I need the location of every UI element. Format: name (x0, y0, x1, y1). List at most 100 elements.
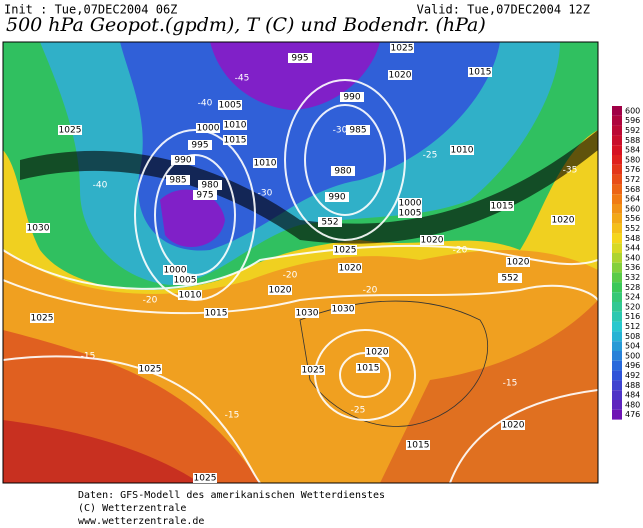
temperature-label: -40 (198, 99, 213, 109)
label-box (346, 125, 370, 135)
label-box (58, 125, 82, 135)
colorbar-swatch (612, 145, 622, 155)
colorbar-tick-label: 492 (625, 371, 640, 380)
label-box (333, 245, 357, 255)
label-box (178, 290, 202, 300)
label-box (318, 217, 342, 227)
pressure-label: 985 (169, 176, 186, 186)
colorbar-tick-label: 536 (625, 263, 640, 272)
map-area (3, 42, 598, 483)
pressure-label: 1025 (302, 366, 325, 376)
label-box (295, 308, 319, 318)
colorbar-tick-label: 480 (625, 400, 640, 409)
pressure-label: 990 (328, 193, 345, 203)
colorbar-tick-label: 524 (625, 293, 640, 302)
label-box (223, 135, 247, 145)
label-box (301, 365, 325, 375)
colorbar-tick-label: 556 (625, 214, 640, 223)
colorbar-swatch (612, 155, 622, 165)
label-box (163, 265, 187, 275)
pressure-label: 1015 (469, 68, 492, 78)
label-box (166, 175, 190, 185)
label-box (331, 304, 355, 314)
temperature-label: -35 (563, 166, 578, 176)
pressure-label: 1000 (197, 124, 220, 134)
colorbar-tick-label: 512 (625, 322, 640, 331)
colorbar-tick-label: 564 (625, 195, 640, 204)
colorbar-tick-label: 532 (625, 273, 640, 282)
colorbar-swatch (612, 115, 622, 126)
colorbar-swatch (612, 331, 622, 342)
label-box (253, 158, 277, 168)
pressure-label: 1010 (224, 121, 247, 131)
temperature-label: -25 (423, 151, 438, 161)
label-box (171, 155, 195, 165)
pressure-label: 1025 (59, 126, 82, 136)
pressure-label: 1020 (389, 71, 412, 81)
colorbar-swatch (612, 253, 622, 263)
pressure-label: 1025 (334, 246, 357, 256)
colorbar: 6005965925885845805765725685645605565525… (612, 106, 640, 420)
colorbar-swatch (612, 400, 622, 410)
pressure-label: 1015 (357, 364, 380, 374)
colorbar-swatch (612, 321, 622, 332)
pressure-label: 1020 (366, 348, 389, 358)
label-box (365, 347, 389, 357)
label-box (390, 43, 414, 53)
colorbar-tick-label: 528 (625, 283, 640, 292)
label-box (551, 215, 575, 225)
pressure-label: 1020 (421, 236, 444, 246)
label-box (331, 166, 355, 176)
colorbar-swatch (612, 204, 622, 214)
colorbar-swatch (612, 370, 622, 381)
colorbar-swatch (612, 282, 622, 293)
colorbar-tick-label: 552 (625, 224, 640, 233)
colorbar-tick-label: 572 (625, 175, 640, 184)
temperature-label: -30 (333, 126, 348, 136)
label-box (340, 92, 364, 102)
pressure-label: 1000 (164, 266, 187, 276)
colorbar-tick-label: 540 (625, 253, 640, 262)
pressure-label: 1010 (179, 291, 202, 301)
label-box (388, 70, 412, 80)
label-box (138, 364, 162, 374)
colorbar-swatch (612, 194, 622, 204)
pressure-label: 1005 (399, 209, 422, 219)
label-box (188, 140, 212, 150)
colorbar-tick-label: 596 (625, 116, 640, 125)
colorbar-swatch (612, 311, 622, 322)
temperature-label: -40 (93, 181, 108, 191)
pressure-label: 995 (291, 54, 308, 64)
colorbar-swatch (612, 292, 622, 302)
pressure-label: 990 (343, 93, 360, 103)
pressure-label: 1020 (269, 286, 292, 296)
label-box (193, 473, 217, 483)
pressure-label: 1020 (507, 258, 530, 268)
pressure-label: 1025 (139, 365, 162, 375)
colorbar-tick-label: 588 (625, 136, 640, 145)
footer-line: www.wetterzentrale.de (78, 516, 204, 527)
colorbar-tick-label: 488 (625, 381, 640, 390)
label-box (356, 363, 380, 373)
pressure-label: 1020 (339, 264, 362, 274)
colorbar-tick-label: 592 (625, 126, 640, 135)
label-box (198, 180, 222, 190)
label-box (288, 53, 312, 63)
temperature-label: -45 (235, 74, 250, 84)
temperature-label: -15 (81, 352, 96, 362)
label-box (325, 192, 349, 202)
pressure-label: 1015 (491, 202, 514, 212)
colorbar-swatch (612, 164, 622, 175)
colorbar-tick-label: 496 (625, 361, 640, 370)
label-box (223, 120, 247, 130)
colorbar-swatch (612, 302, 622, 312)
colorbar-tick-label: 600 (625, 106, 640, 115)
colorbar-swatch (612, 174, 622, 185)
colorbar-tick-label: 520 (625, 302, 640, 311)
label-box (26, 223, 50, 233)
colorbar-tick-label: 544 (625, 244, 640, 253)
colorbar-tick-label: 560 (625, 204, 640, 213)
label-box (30, 313, 54, 323)
map-title: 500 hPa Geopot.(gpdm), T (C) und Bodendr… (6, 14, 486, 36)
temperature-label: -25 (351, 406, 366, 416)
